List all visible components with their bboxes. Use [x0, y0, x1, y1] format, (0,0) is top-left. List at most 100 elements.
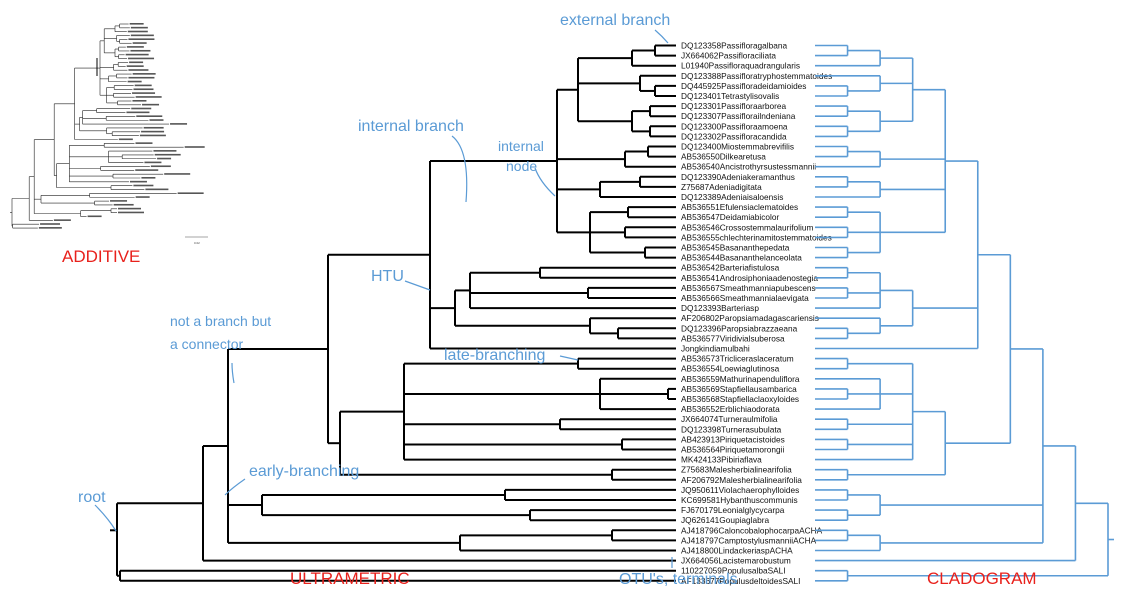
taxon-label: DQ123388Passifloratryphostemmatoides [681, 71, 832, 81]
taxon-label: AB536573Tricliceraslaceratum [681, 354, 794, 364]
label-internal-node-1: internal [498, 138, 544, 154]
taxon-label: DQ123358Passifloragalbana [681, 41, 787, 51]
taxon-label: Z75683Malesherbialinearifolia [681, 465, 792, 475]
mini-label-mark [177, 192, 204, 194]
mini-label-mark [135, 96, 162, 98]
taxon-label: AB536577Viridivialsuberosa [681, 333, 785, 343]
taxon-label: DQ123396Paropsiabrazzaeana [681, 323, 798, 333]
taxon-label: JX664056Lacistemarobustum [681, 556, 791, 566]
taxon-label: AF133677PopulusdeltoidesSALI [681, 576, 800, 586]
taxon-label: AB536545Basananthepedata [681, 243, 790, 253]
mini-label-mark [87, 215, 102, 218]
taxon-label: DQ123398Turnerasubulata [681, 424, 782, 434]
taxon-label: MK424133Pibiriaflava [681, 455, 762, 465]
mini-label-mark [149, 119, 164, 121]
label-htu: HTU [371, 268, 404, 285]
mini-label-mark [135, 142, 153, 144]
taxon-label: AB536568Stapfiellaclaoxyloides [681, 394, 799, 404]
mini-label-mark [153, 150, 177, 152]
taxon-label: DQ123300Passifloraamoena [681, 121, 788, 131]
taxon-label: AB536546Crossostemmalaurifolium [681, 222, 813, 232]
mini-label-mark [170, 123, 188, 125]
taxon-label: AB536540Ancistrothyrsustessmannii [681, 162, 816, 172]
taxon-label: Jongkindiamulbahi [681, 344, 750, 354]
leader-internal-branch [451, 135, 468, 203]
taxon-label: AB423913Piriquetacistoides [681, 434, 785, 444]
mini-label-mark [126, 46, 144, 48]
mini-label-mark [150, 165, 171, 168]
taxon-label: JQ626141Goupiaglabra [681, 515, 769, 525]
leader-early-branching [224, 478, 246, 496]
mini-label-mark [127, 80, 142, 83]
annotation-leaders [94, 29, 673, 568]
mini-label-mark [118, 207, 141, 210]
mini-label-mark [128, 38, 155, 40]
taxon-label: AB536552Erblichiaodorata [681, 404, 780, 414]
label-internal-node-2: node [506, 158, 537, 174]
taxon-label: KC699581Hybanthuscommunis [681, 495, 798, 505]
taxon-label: L01940Passifloraquadrangularis [681, 61, 800, 71]
taxon-label: AB536566Smeathmannialaevigata [681, 293, 809, 303]
taxon-labels: DQ123358PassifloragalbanaJX664062Passifl… [681, 41, 832, 586]
label-root: root [78, 489, 106, 506]
mini-label-mark [132, 42, 147, 44]
mini-label-mark [142, 103, 160, 106]
taxon-label: AB536551Efulensiaclematoides [681, 202, 798, 212]
taxon-label: DQ123301Passifloraarborea [681, 101, 787, 111]
leader-root [94, 504, 117, 532]
taxon-label: AJ418800LindackeriaspACHA [681, 546, 793, 556]
taxon-label: DQ123389Adeniaisaloensis [681, 192, 783, 202]
mini-label-mark [132, 92, 156, 94]
leader-late-branching [559, 355, 579, 361]
label-late-branching: late-branching [444, 347, 545, 364]
mini-label-mark [53, 219, 71, 221]
taxon-label: DQ123393Barteriasp [681, 303, 759, 313]
taxon-label: AB536550Dilkearetusa [681, 152, 766, 162]
taxon-label: AB536555chlechterinamitostemmatoides [681, 232, 832, 242]
mini-label-mark [126, 65, 144, 67]
mini-label-mark [126, 111, 150, 114]
mini-label-mark [130, 49, 151, 52]
mini-label-mark [118, 138, 133, 141]
mini-label-mark [118, 211, 144, 214]
mini-label-mark [141, 130, 165, 133]
taxon-label: AJ418797CamptostylusmanniiACHA [681, 535, 817, 545]
additive-scale-label: 0.02 [194, 241, 200, 245]
mini-label-mark [129, 180, 147, 183]
leader-connector [231, 362, 235, 384]
taxon-label: AB536567Smeathmanniapubescens [681, 283, 816, 293]
mini-label-mark [145, 188, 169, 191]
mini-label-mark [143, 126, 164, 129]
mini-label-mark [157, 157, 172, 160]
mini-label-mark [38, 227, 62, 229]
taxon-label: AB536559Mathurinapenduliflora [681, 374, 800, 384]
mini-label-mark [132, 73, 156, 75]
taxon-label: DQ123390Adeniakeramanthus [681, 172, 795, 182]
leader-internal-node [534, 167, 556, 197]
mini-label-mark [113, 203, 134, 206]
taxon-label: JX664062Passifloraciliata [681, 51, 776, 61]
label-early-branching: early-branching [249, 463, 359, 480]
mini-label-mark [130, 34, 154, 37]
title-additive: ADDITIVE [62, 247, 140, 266]
label-internal-branch: internal branch [358, 118, 464, 135]
title-ultrametric: ULTRAMETRIC [290, 569, 410, 588]
mini-label-mark [154, 153, 181, 156]
taxon-label: AJ418796CaloncobalophocarpaACHA [681, 525, 823, 535]
taxon-label: DQ123400Miostemmabrevifilis [681, 142, 794, 152]
taxon-label: AB536542Barteriafistulosa [681, 263, 780, 273]
taxon-label: JX664074Turneraulmifolia [681, 414, 778, 424]
ultrametric-tree [110, 44, 676, 582]
mini-label-mark [110, 200, 128, 202]
mini-label-mark [125, 53, 149, 56]
mini-label-mark [40, 223, 61, 225]
taxon-label: Z75687Adeniadigitata [681, 182, 762, 192]
leader-htu [404, 280, 431, 291]
taxon-label: DQ123401Tetrastylisovalis [681, 91, 779, 101]
label-external-branch: external branch [560, 12, 670, 29]
taxon-label: AB536541Androsiphoniaadenostegia [681, 273, 818, 283]
label-otus: OTU's, terminals [619, 571, 738, 588]
taxon-label: AF206802Paropsiamadagascariensis [681, 313, 819, 323]
